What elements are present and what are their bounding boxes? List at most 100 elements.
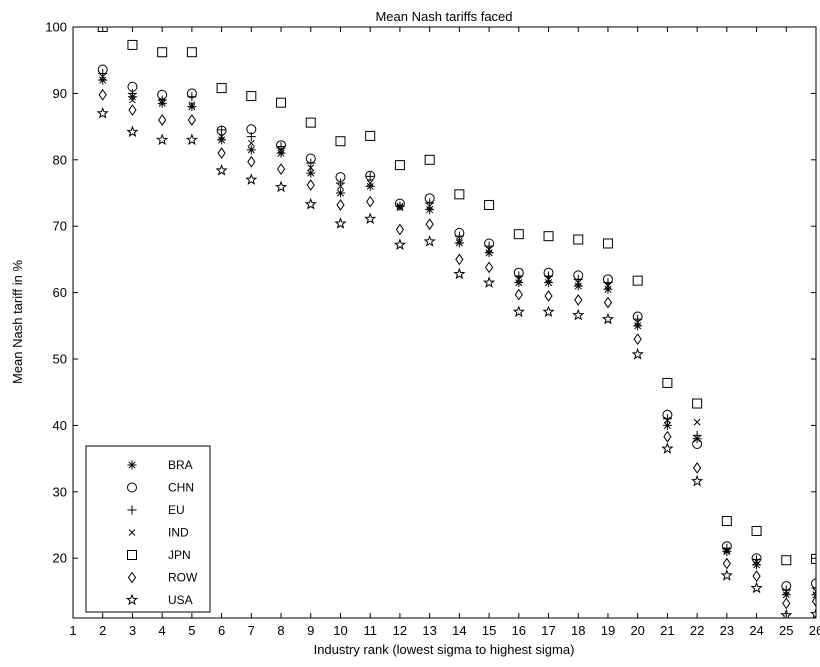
point-usa [780, 608, 793, 618]
legend-marker-usa [125, 593, 139, 606]
point-ind [456, 237, 463, 245]
point-jpn [97, 27, 108, 32]
point-bra [662, 420, 672, 430]
point-ind [307, 164, 315, 172]
series-jpn [97, 27, 816, 566]
legend-marker-row [127, 571, 137, 584]
point-ind [337, 183, 344, 190]
point-ind [753, 558, 760, 565]
point-ind [634, 319, 642, 326]
point-usa [631, 347, 644, 360]
x-tick-label: 13 [422, 623, 436, 638]
point-row [276, 163, 286, 175]
point-usa [126, 125, 139, 138]
point-ind [693, 418, 701, 426]
point-usa [601, 312, 615, 325]
x-tick-label: 26 [809, 623, 820, 638]
point-jpn [513, 229, 524, 240]
point-row [395, 223, 405, 236]
point-jpn [276, 97, 287, 108]
x-tick-label: 19 [601, 623, 615, 638]
point-usa [809, 607, 816, 618]
point-jpn [216, 83, 227, 94]
point-ind [515, 275, 523, 283]
point-row [158, 114, 167, 126]
point-bra [484, 248, 494, 258]
point-chn [811, 578, 816, 589]
x-tick-label: 6 [218, 623, 225, 638]
point-row [217, 147, 226, 160]
series-usa [96, 106, 816, 618]
point-bra [276, 148, 286, 158]
point-bra [246, 145, 256, 155]
point-usa [304, 197, 317, 210]
y-tick-label: 60 [53, 285, 67, 300]
point-row [603, 296, 613, 309]
point-eu [365, 171, 375, 181]
point-usa [245, 173, 258, 185]
point-jpn [602, 238, 613, 249]
point-ind [396, 204, 404, 211]
point-jpn [424, 154, 435, 165]
point-eu [187, 92, 197, 102]
x-tick-label: 4 [159, 623, 166, 638]
point-bra [514, 278, 524, 288]
point-jpn [721, 516, 732, 527]
legend-marker-jpn [127, 550, 137, 560]
point-usa [572, 308, 585, 321]
legend-item-bra: BRA [127, 458, 193, 472]
legend-item-jpn: JPN [127, 548, 191, 562]
point-ind [545, 275, 552, 283]
point-ind [604, 282, 612, 290]
point-bra [752, 560, 762, 570]
point-ind [99, 73, 107, 81]
point-bra [544, 278, 554, 288]
point-ind [218, 133, 225, 140]
point-row [722, 557, 731, 570]
point-eu [811, 583, 816, 593]
y-tick-label: 100 [45, 20, 67, 35]
point-usa [720, 569, 733, 581]
series-ind [99, 73, 816, 595]
x-axis: 1 2 3 4 5 6 7 8 9 10 11 12 13 14 15 16 17 18 19 20 21 22 23 24 2… [69, 27, 820, 638]
x-tick-label: 24 [749, 623, 763, 638]
point-eu [662, 414, 672, 424]
point-eu [781, 585, 791, 595]
legend-item-chn: CHN [127, 481, 194, 495]
point-row [98, 88, 107, 101]
point-row [544, 290, 553, 302]
point-jpn [246, 91, 257, 102]
legend: BRA CHN EU IND JPN ROW USA [85, 445, 211, 613]
legend-label: ROW [168, 571, 198, 585]
point-bra [306, 168, 316, 178]
point-row [752, 570, 761, 583]
legend-item-usa: USA [125, 593, 193, 607]
point-usa [423, 235, 436, 247]
point-ind [664, 416, 671, 424]
point-jpn [157, 47, 168, 58]
point-jpn [127, 39, 138, 50]
point-jpn [811, 553, 816, 564]
legend-marker-chn [127, 482, 137, 493]
y-tick-label: 50 [53, 352, 67, 367]
point-bra [633, 321, 643, 331]
point-bra [335, 188, 345, 198]
point-jpn [662, 377, 673, 388]
point-usa [750, 581, 763, 594]
legend-label: CHN [168, 481, 194, 495]
x-tick-label: 18 [571, 623, 585, 638]
legend-item-eu: EU [127, 503, 185, 517]
point-usa [274, 180, 288, 193]
legend-marker-bra [127, 460, 137, 470]
x-tick-label: 25 [779, 623, 793, 638]
point-jpn [335, 136, 346, 147]
point-bra [603, 284, 613, 294]
point-row [633, 333, 642, 345]
point-ind [426, 202, 433, 210]
point-jpn [781, 555, 792, 566]
point-bra [425, 205, 435, 215]
legend-label: BRA [168, 458, 193, 472]
legend-marker-ind [128, 529, 136, 536]
point-bra [217, 135, 227, 145]
point-usa [156, 133, 169, 146]
